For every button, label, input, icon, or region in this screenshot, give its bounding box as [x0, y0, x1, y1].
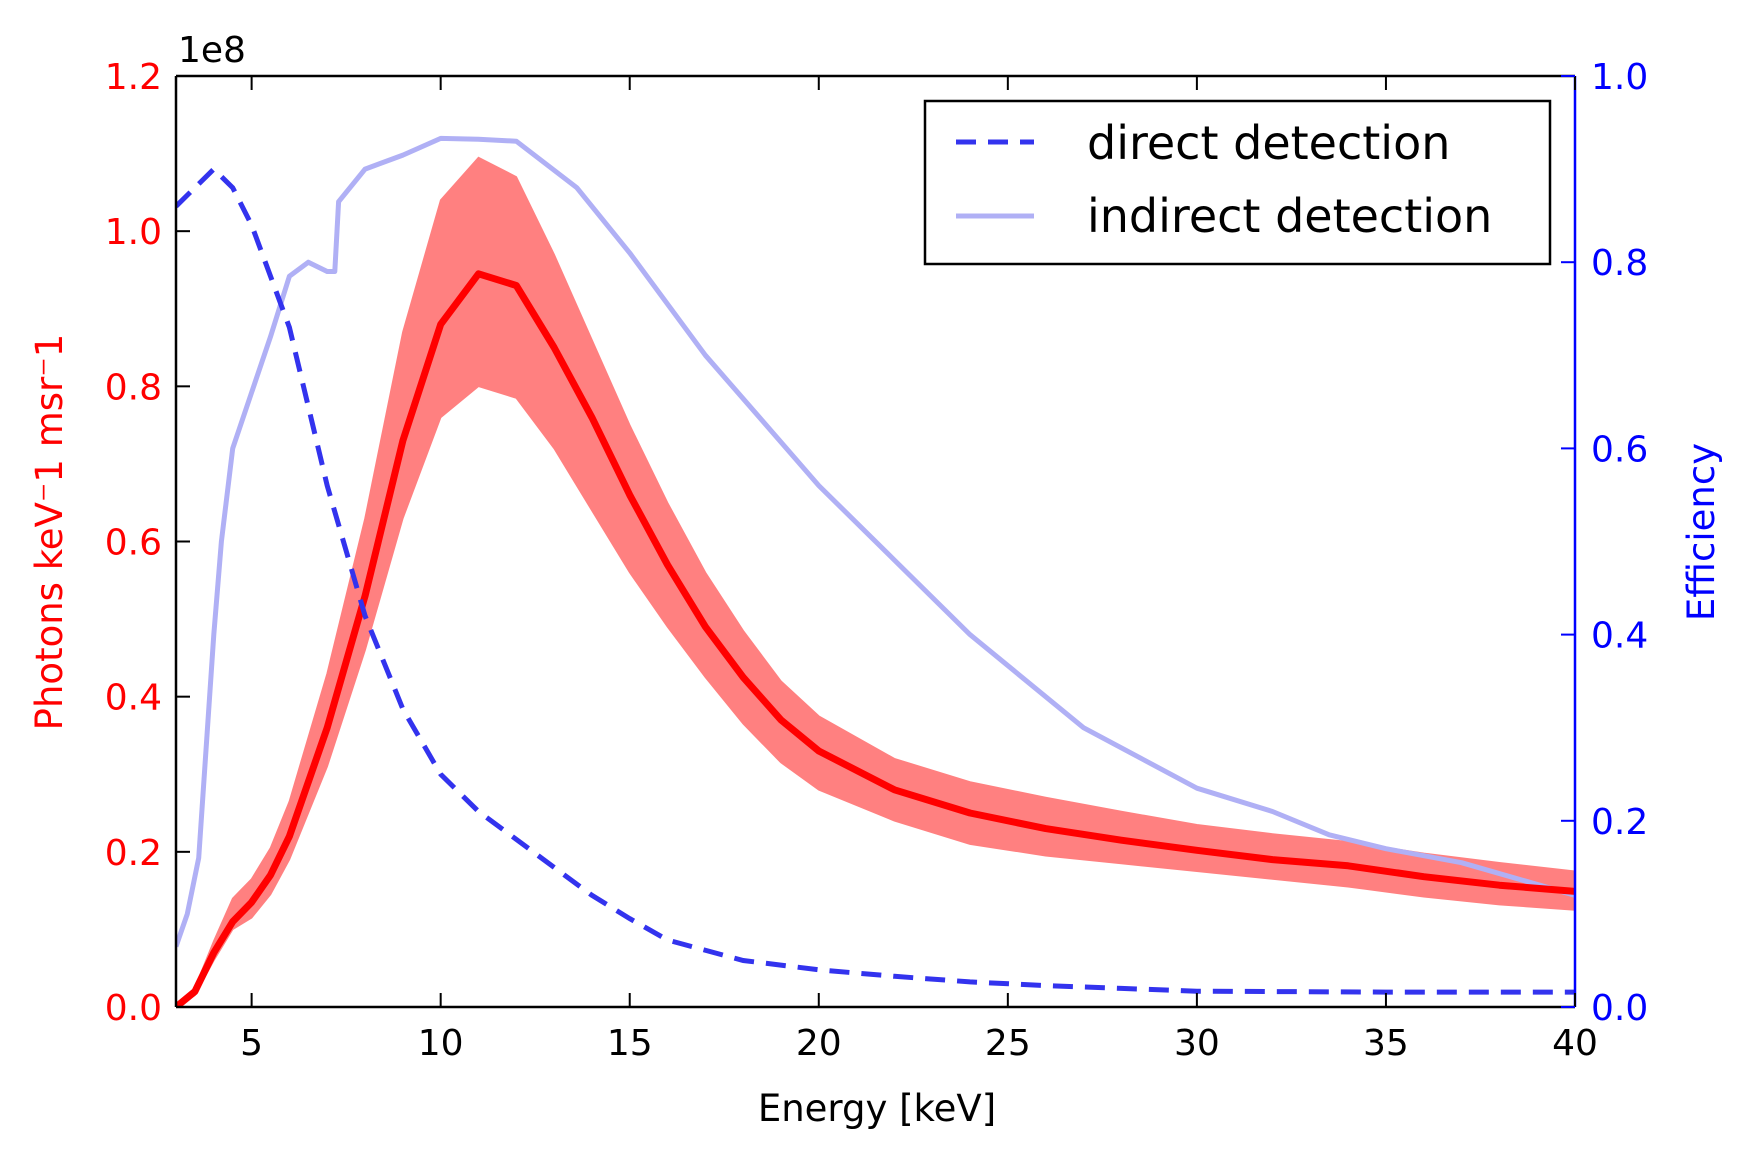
y-right-tick-label: 0.6 [1591, 429, 1648, 470]
x-tick-label: 25 [985, 1023, 1031, 1064]
y-axis-label-right: Efficiency [1680, 443, 1723, 621]
plot-content [176, 135, 1575, 1007]
legend: direct detection indirect detection [923, 99, 1552, 266]
axes: 5 10 15 20 25 30 35 400.00.20.40.60.81.01.20.00… [105, 57, 1649, 1064]
x-tick-label: 15 [607, 1023, 653, 1064]
legend-label-indirect: indirect detection [1087, 189, 1492, 243]
x-tick-label: 35 [1363, 1023, 1409, 1064]
y-left-tick-label: 0.6 [105, 523, 162, 564]
y-left-tick-label: 1.2 [105, 57, 162, 98]
legend-label-direct: direct detection [1087, 116, 1450, 170]
x-axis-label: Energy [keV] [758, 1087, 996, 1130]
y-right-tick-label: 0.0 [1591, 988, 1648, 1029]
y-offset-text: 1e8 [178, 30, 246, 71]
x-tick-label: 30 [1174, 1023, 1220, 1064]
y-left-tick-label: 0.8 [105, 367, 162, 408]
y-left-tick-label: 1.0 [105, 212, 162, 253]
y-right-tick-label: 0.2 [1591, 802, 1648, 843]
y-right-tick-label: 0.4 [1591, 616, 1648, 657]
line-indirect-detection [176, 135, 1575, 948]
y-right-tick-label: 1.0 [1591, 57, 1648, 98]
y-left-tick-label: 0.0 [105, 988, 162, 1029]
x-tick-label: 10 [418, 1023, 464, 1064]
y-left-tick-label: 0.4 [105, 678, 162, 719]
line-direct-detection [176, 165, 1575, 995]
line-spectrum [176, 270, 1575, 1007]
x-tick-label: 5 [240, 1023, 263, 1064]
y-axis-label-left: Photons keV⁻1 msr⁻1 [28, 334, 71, 731]
x-tick-label: 40 [1552, 1023, 1598, 1064]
y-right-tick-label: 0.8 [1591, 243, 1648, 284]
legend-box [923, 99, 1552, 266]
spectrum-uncertainty-band [176, 156, 1575, 1007]
y-left-tick-label: 0.2 [105, 833, 162, 874]
x-tick-label: 20 [796, 1023, 842, 1064]
plot-area [176, 135, 1575, 1007]
